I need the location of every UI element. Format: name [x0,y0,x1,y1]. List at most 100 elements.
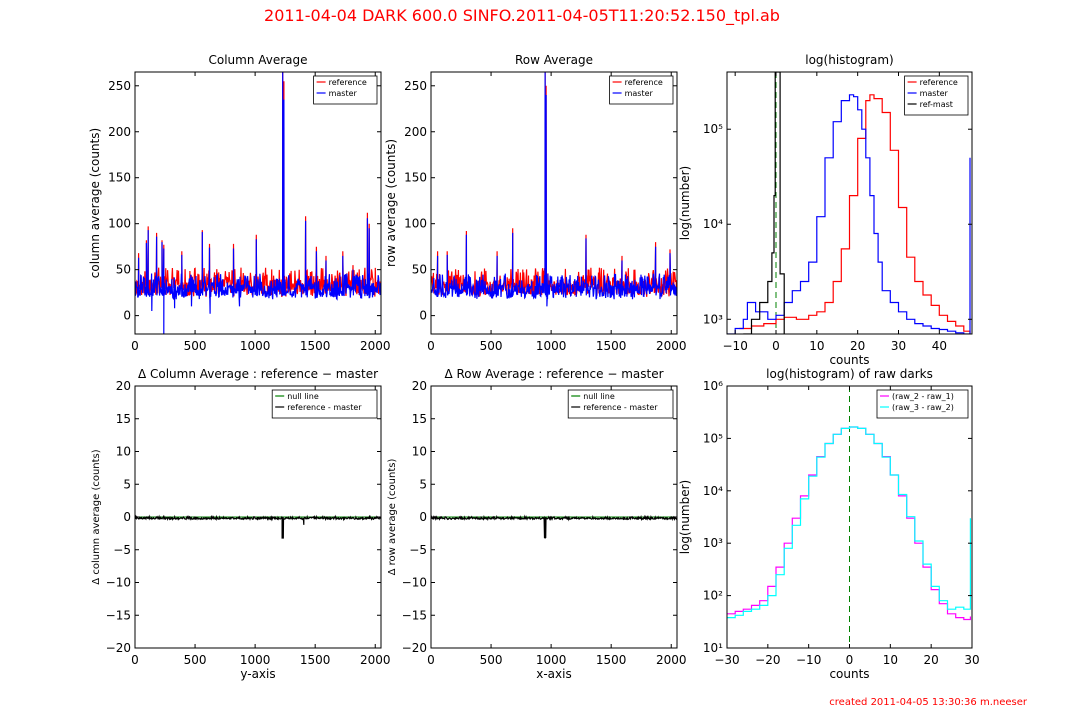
legend-label: ref-mast [920,100,953,109]
legend: reference master ref-mast [904,75,969,116]
x-tick-label: 10 [809,339,824,353]
y-tick-label: 50 [412,263,427,277]
x-tick-label: 0 [427,653,435,667]
x-axis-label: x-axis [536,667,571,681]
y-tick-label: 150 [108,171,131,185]
x-tick-label: 1500 [300,339,331,353]
x-tick-label: 1000 [240,653,271,667]
x-tick-label: −10 [723,339,748,353]
y-tick-label: 10⁵ [703,431,723,445]
y-tick-label: 10 [116,445,131,459]
chart-title: Column Average [208,53,307,67]
axes-frame [726,71,973,335]
axes-frame [430,71,678,335]
y-tick-label: 10³ [703,536,723,550]
x-tick-label: 30 [891,339,906,353]
legend-label: (raw_3 - raw_2) [892,403,954,412]
y-tick-label: 15 [116,412,131,426]
legend-label: master [920,89,949,98]
x-tick-label: 0 [131,653,139,667]
legend-label: reference [329,78,367,87]
chart-title: Δ Row Average : reference − master [444,367,663,381]
x-tick-label: 2000 [360,339,391,353]
y-tick-label: 0 [123,309,131,323]
series-reference [739,94,971,334]
axes-frame [134,71,382,335]
legend-box [876,389,969,419]
figure-title: 2011-04-04 DARK 600.0 SINFO.2011-04-05T1… [264,6,780,26]
y-axis-label: log(number) [678,166,692,241]
x-tick-label: 500 [184,653,207,667]
x-tick-label: −20 [755,653,780,667]
y-axis-label: column average (counts) [88,128,102,278]
x-axis-label: counts [829,667,869,681]
x-tick-label: 2000 [656,653,687,667]
legend-label: (raw_2 - raw_1) [892,392,954,401]
x-tick-label: 1000 [536,653,567,667]
y-tick-label: 100 [404,217,427,231]
y-tick-label: −15 [106,608,131,622]
y-tick-label: 10⁶ [703,379,723,393]
chart-delta-row: Δ Row Average : reference − master 0 500 10… [387,367,687,681]
legend-label: null line [583,392,615,401]
legend-label: reference - master [583,403,658,412]
legend-label: master [625,89,654,98]
x-tick-label: 1500 [300,653,331,667]
legend-label: reference - master [287,403,362,412]
y-tick-label: 100 [108,217,131,231]
legend-label: null line [287,392,319,401]
chart-raw-hist: log(histogram) of raw darks −30 −20 −10 0 10 2… [678,367,980,681]
y-tick-label: 200 [108,125,131,139]
y-tick-label: 5 [123,477,131,491]
y-tick-label: −5 [113,543,131,557]
plot-area [431,514,677,539]
legend: reference master [313,75,378,105]
legend-box [567,389,674,419]
y-tick-label: 0 [419,309,427,323]
x-tick-label: 500 [480,339,503,353]
y-tick-label: 5 [419,477,427,491]
series-master [135,72,381,334]
y-tick-label: 250 [404,79,427,93]
x-tick-label: −30 [714,653,739,667]
y-tick-label: 10⁵ [703,122,723,136]
y-tick-label: 20 [116,379,131,393]
legend: (raw_2 - raw_1) (raw_3 - raw_2) [876,389,969,419]
y-tick-label: −15 [402,608,427,622]
x-tick-label: 1500 [596,653,627,667]
footer-text: created 2011-04-05 13:30:36 m.neeser [829,697,1028,708]
chart-row-avg: Row Average 0 500 1000 1500 2000 0 50 100 150 200 2… [384,53,687,353]
plot-area [135,72,381,334]
legend-label: reference [920,78,958,87]
y-axis-label: Δ row average (counts) [387,459,398,576]
chart-title: log(histogram) of raw darks [766,367,933,381]
y-tick-label: 15 [412,412,427,426]
y-tick-label: 0 [419,510,427,524]
x-tick-label: −10 [796,653,821,667]
x-axis-label: counts [829,353,869,367]
x-tick-label: 10 [883,653,898,667]
plot-area [727,386,971,648]
chart-log-hist: log(histogram) −10 0 10 20 30 40 10³ 10⁴ 10⁵ count… [678,53,973,367]
y-tick-label: 200 [404,125,427,139]
chart-title: Row Average [515,53,593,67]
y-axis-label: Δ column average (counts) [91,449,102,584]
x-tick-label: 500 [480,653,503,667]
y-tick-label: 10 [412,445,427,459]
plot-area [727,72,971,334]
plot-area [135,514,381,539]
chart-title: Δ Column Average : reference − master [138,367,378,381]
x-tick-label: 0 [772,339,780,353]
y-tick-label: 10³ [703,312,723,326]
x-tick-label: 20 [924,653,939,667]
chart-title: log(histogram) [805,53,894,67]
series--raw-3-raw-2- [727,426,971,619]
y-tick-label: 150 [404,171,427,185]
y-tick-label: 10¹ [703,641,723,655]
x-tick-label: 20 [850,339,865,353]
plot-area [431,72,677,307]
y-tick-label: −5 [409,543,427,557]
legend: reference master [609,75,674,105]
